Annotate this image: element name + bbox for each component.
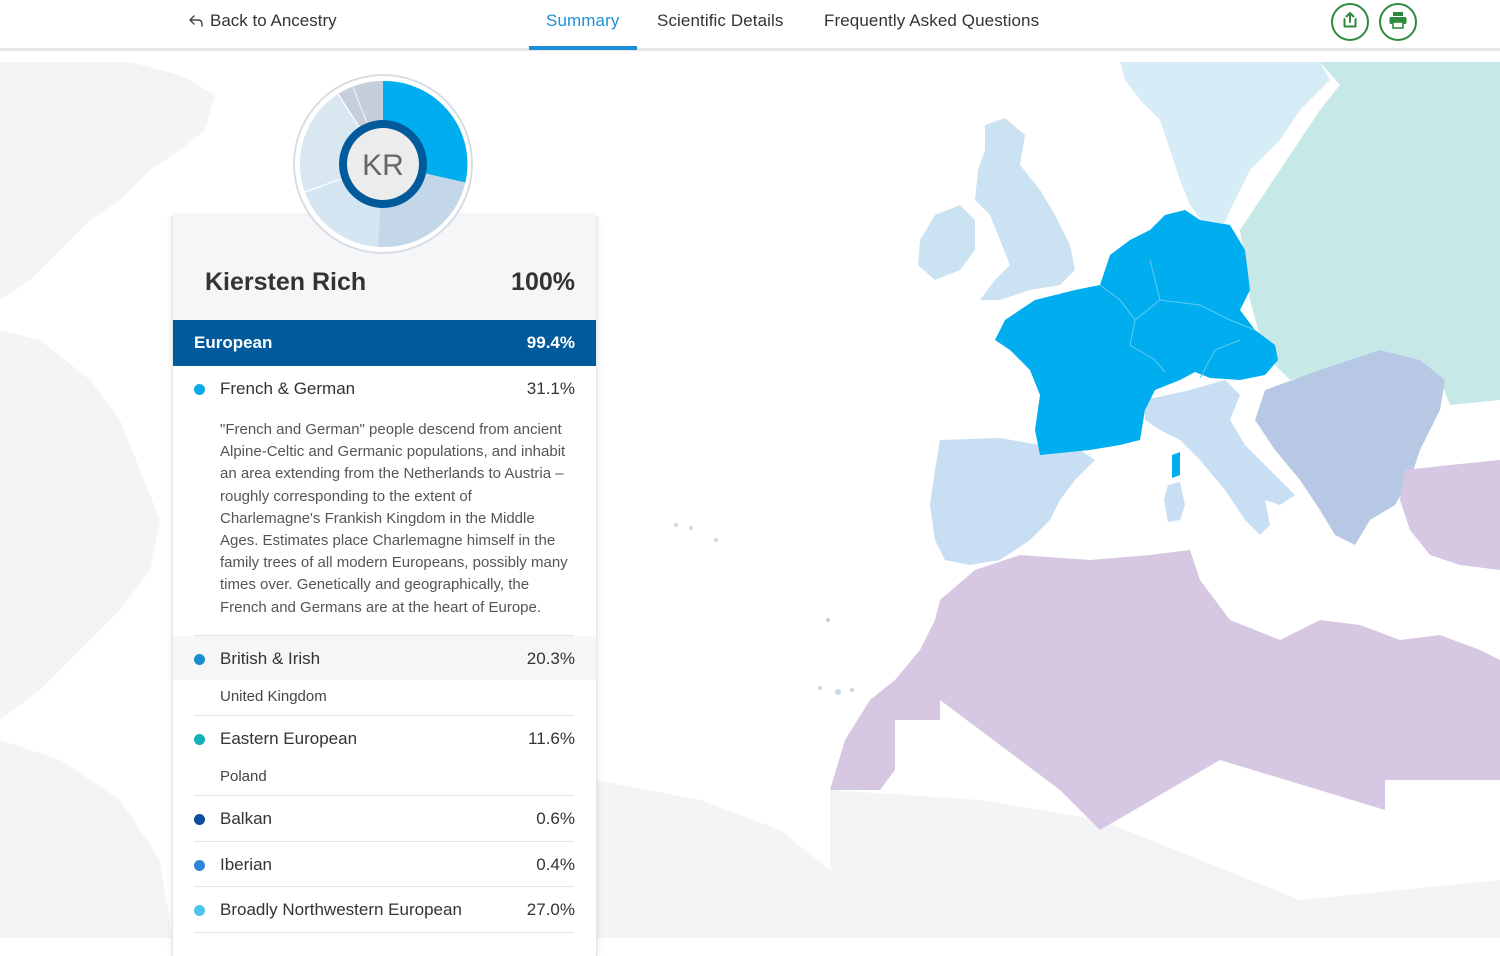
ancestry-item-label: Balkan [220,809,272,828]
ancestry-item-percent: 20.3% [526,649,575,668]
back-arrow-icon [188,14,204,28]
group-label: European [194,333,273,352]
map-region-anatolia[interactable] [1400,460,1500,570]
card-header: Kiersten Rich 100% [173,216,596,320]
map-background-land [0,740,172,938]
share-button[interactable] [1331,3,1369,41]
ancestry-item-french-german[interactable]: French & German 31.1% [173,366,596,411]
ancestry-item-label: British & Irish [220,649,321,668]
ancestry-item-percent: 31.1% [526,379,575,398]
map-region-britain[interactable] [975,118,1075,300]
map-island [714,538,718,542]
map-island [674,523,678,527]
share-icon [1341,11,1359,34]
legend-dot [194,384,205,395]
tab-scientific-details[interactable]: Scientific Details [657,11,784,30]
map-border [1099,259,1256,379]
ancestry-subregion-row[interactable]: United Kingdom [173,680,596,716]
legend-dot [194,734,205,745]
map-background-land [595,780,840,938]
map-region-iberia[interactable] [930,438,1095,565]
divider [194,841,574,842]
map-background-land [0,330,160,720]
group-percent: 99.4% [526,333,575,352]
divider [194,932,574,933]
divider [194,795,574,796]
tab-summary[interactable]: Summary [546,11,620,30]
ancestry-item-british-irish[interactable]: British & Irish 20.3% [173,636,596,680]
legend-dot [194,860,205,871]
map-island [818,686,822,690]
ancestry-map[interactable] [0,62,1500,938]
active-tab-indicator [529,46,637,50]
map-region-italy[interactable] [1145,380,1295,535]
map-island [835,689,841,695]
ancestry-item-label: Iberian [220,855,272,874]
map-region-sardinia[interactable] [1164,482,1185,522]
map-region-eastern[interactable] [1240,62,1500,405]
divider [194,635,574,636]
map-region-north-africa[interactable] [830,550,1500,830]
ancestry-item-percent: 11.6% [528,729,575,748]
ancestry-item-percent: 27.0% [526,900,575,919]
map-region-ireland[interactable] [918,205,975,280]
ancestry-group-european[interactable]: European 99.4% [173,320,596,366]
tab-faq[interactable]: Frequently Asked Questions [824,11,1040,30]
ancestry-item-eastern-european[interactable]: Eastern European 11.6% [173,716,596,761]
ancestry-item-balkan[interactable]: Balkan 0.6% [173,796,596,841]
divider [194,715,574,716]
person-name: Kiersten Rich [205,268,367,296]
top-navigation: Back to Ancestry Summary Scientific Deta… [0,0,1500,51]
ancestry-subregion-row[interactable]: Poland [173,760,596,796]
map-region-corsica[interactable] [1172,452,1180,478]
person-total-percent: 100% [511,268,575,296]
ancestry-subregion: United Kingdom [220,688,327,705]
divider [194,886,574,887]
legend-dot [194,905,205,916]
back-to-ancestry-link[interactable]: Back to Ancestry [188,11,337,31]
ancestry-donut-chart[interactable]: KR [293,74,473,254]
ancestry-description: "French and German" people descend from … [220,421,568,616]
map-background-land [830,790,1500,938]
ancestry-subregion: Poland [220,768,267,785]
legend-dot [194,814,205,825]
ancestry-item-iberian[interactable]: Iberian 0.4% [173,842,596,887]
legend-dot [194,654,205,665]
avatar-initials: KR [362,149,404,182]
map-region-french-german[interactable] [995,210,1278,455]
map-island [850,688,854,692]
ancestry-composition-card: Kiersten Rich 100% European 99.4% French… [172,216,597,956]
print-button[interactable] [1379,3,1417,41]
ancestry-item-percent: 0.6% [536,809,575,828]
ancestry-item-label: Broadly Northwestern European [220,900,462,919]
map-island [689,526,693,530]
back-link-label: Back to Ancestry [210,11,337,30]
map-region-balkans[interactable] [1255,350,1445,545]
ancestry-item-label: Eastern European [220,729,358,748]
map-background-land [0,62,215,300]
print-icon [1388,11,1408,34]
ancestry-item-percent: 0.4% [536,855,575,874]
ancestry-item-northwestern-european[interactable]: Broadly Northwestern European 27.0% [173,887,596,932]
ancestry-item-label: French & German [220,379,356,398]
map-island [826,618,830,622]
map-region-scandinavia[interactable] [1120,62,1330,232]
